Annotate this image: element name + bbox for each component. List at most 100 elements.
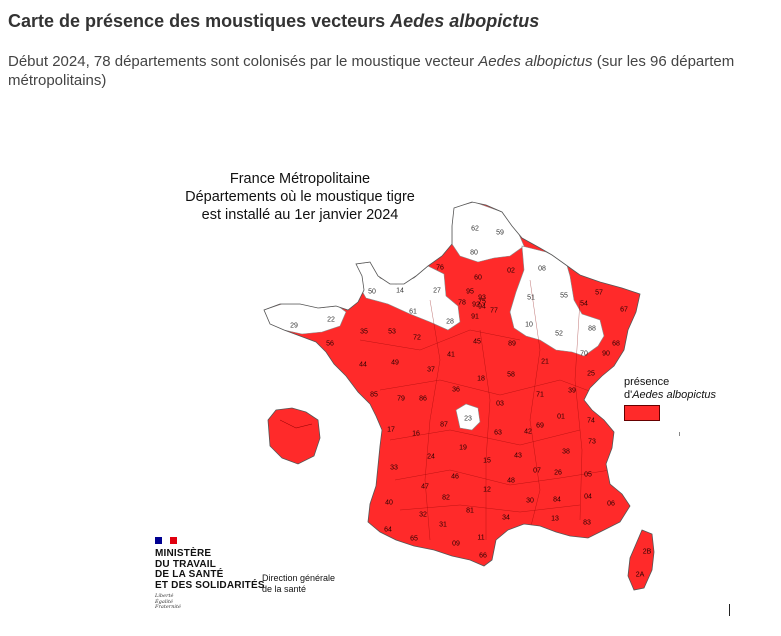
department-label-89: 89 [508, 341, 516, 348]
department-label-33: 33 [390, 465, 398, 472]
department-label-23: 23 [464, 416, 472, 423]
department-label-82: 82 [442, 495, 450, 502]
map-title-line-2: Départements où le moustique tigre [185, 189, 415, 205]
department-border [359, 329, 521, 351]
department-border [394, 469, 611, 486]
department-label-80: 80 [470, 250, 478, 257]
department-border [529, 279, 541, 531]
department-label-78: 78 [458, 300, 466, 307]
department-label-54: 54 [580, 301, 588, 308]
department-label-46: 46 [451, 474, 459, 481]
department-label-41: 41 [447, 352, 455, 359]
department-label-90: 90 [602, 351, 610, 358]
mainland-regions [264, 202, 640, 566]
legend-line-2: d'Aedes albopictus [624, 389, 716, 402]
ile-de-france-inset [267, 407, 321, 465]
department-label-16: 16 [412, 431, 420, 438]
intro-line-2: métropolitains) [8, 72, 107, 89]
intro-text-1: Début 2024, 78 départements sont colonis… [8, 53, 479, 70]
title-text: Carte de présence des moustiques vecteur… [8, 11, 391, 31]
page-title: Carte de présence des moustiques vecteur… [8, 11, 539, 32]
department-label-39: 39 [568, 388, 576, 395]
department-label-85: 85 [370, 392, 378, 399]
department-label-70: 70 [580, 351, 588, 358]
department-label-08: 08 [538, 266, 546, 273]
department-label-07: 07 [533, 468, 541, 475]
legend-line-1: présence [624, 376, 670, 388]
legend-swatch [624, 405, 660, 421]
direction-line: Direction générale [262, 573, 336, 583]
direction-generale-sante: Direction générale de la santé [262, 573, 335, 594]
ministry-name: MINISTÈRE DU TRAVAIL DE LA SANTÉ ET DES … [155, 548, 265, 591]
department-label-49: 49 [391, 360, 399, 367]
intro-paragraph: Début 2024, 78 départements sont colonis… [8, 52, 781, 90]
department-label-36: 36 [452, 387, 460, 394]
text-cursor [729, 604, 730, 616]
ministry-line: DU TRAVAIL [155, 558, 217, 570]
department-label-61: 61 [409, 309, 417, 316]
department-label-52: 52 [555, 331, 563, 338]
marianne-flag-icon [155, 537, 177, 544]
department-label-02: 02 [507, 268, 515, 275]
department-label-48: 48 [507, 478, 515, 485]
department-label-50: 50 [368, 289, 376, 296]
department-label-92: 92 [472, 302, 480, 309]
absent-region-ne [509, 245, 605, 357]
department-label-87: 87 [440, 422, 448, 429]
department-label-43: 43 [514, 453, 522, 460]
department-label-40: 40 [385, 500, 393, 507]
department-label-51: 51 [527, 295, 535, 302]
department-label-95: 95 [466, 289, 474, 296]
department-label-76: 76 [436, 265, 444, 272]
department-label-21: 21 [541, 359, 549, 366]
department-label-01: 01 [557, 414, 565, 421]
department-label-73: 73 [588, 439, 596, 446]
department-label-28: 28 [446, 319, 454, 326]
map-title-line-1: France Métropolitaine [229, 171, 371, 187]
department-label-2A: 2A [636, 572, 645, 579]
department-label-27: 27 [433, 288, 441, 295]
department-label-69: 69 [536, 423, 544, 430]
ministry-line: DE LA SANTÉ [155, 569, 224, 580]
department-label-58: 58 [507, 372, 515, 379]
department-label-34: 34 [502, 515, 510, 522]
department-label-38: 38 [562, 449, 570, 456]
department-border [424, 299, 441, 541]
department-label-64: 64 [384, 527, 392, 534]
department-label-09: 09 [452, 541, 460, 548]
intro-species: Aedes albopictus [478, 53, 593, 70]
department-label-30: 30 [526, 498, 534, 505]
intro-text-2: (sur les 96 départem [592, 53, 735, 70]
department-label-13: 13 [551, 516, 559, 523]
department-label-29: 29 [290, 323, 298, 330]
department-label-42: 42 [524, 429, 532, 436]
department-label-22: 22 [327, 317, 335, 324]
department-label-53: 53 [388, 329, 396, 336]
department-label-94: 94 [478, 304, 486, 311]
department-label-47: 47 [421, 484, 429, 491]
map-title-line-3: est installé au 1er janvier 2024 [201, 207, 399, 223]
republic-motto: Liberté Égalité Fraternité [155, 593, 265, 611]
inset-border [279, 419, 313, 429]
department-label-35: 35 [360, 329, 368, 336]
department-label-59: 59 [496, 230, 504, 237]
department-label-55: 55 [560, 293, 568, 300]
department-label-60: 60 [474, 275, 482, 282]
department-border [379, 379, 601, 396]
map-legend: présence d'Aedes albopictus [624, 376, 716, 421]
department-label-45: 45 [473, 339, 481, 346]
department-label-17: 17 [387, 427, 395, 434]
legend-prefix: d' [624, 389, 633, 401]
department-label-66: 66 [479, 553, 487, 560]
department-label-84: 84 [553, 497, 561, 504]
direction-line: de la santé [262, 583, 307, 594]
department-border [479, 329, 491, 540]
title-species: Aedes albopictus [390, 11, 540, 31]
corsica-shape [627, 529, 655, 591]
department-label-19: 19 [459, 445, 467, 452]
department-label-83: 83 [583, 520, 591, 527]
motto-line: Liberté [155, 593, 174, 599]
department-label-71: 71 [536, 392, 544, 399]
